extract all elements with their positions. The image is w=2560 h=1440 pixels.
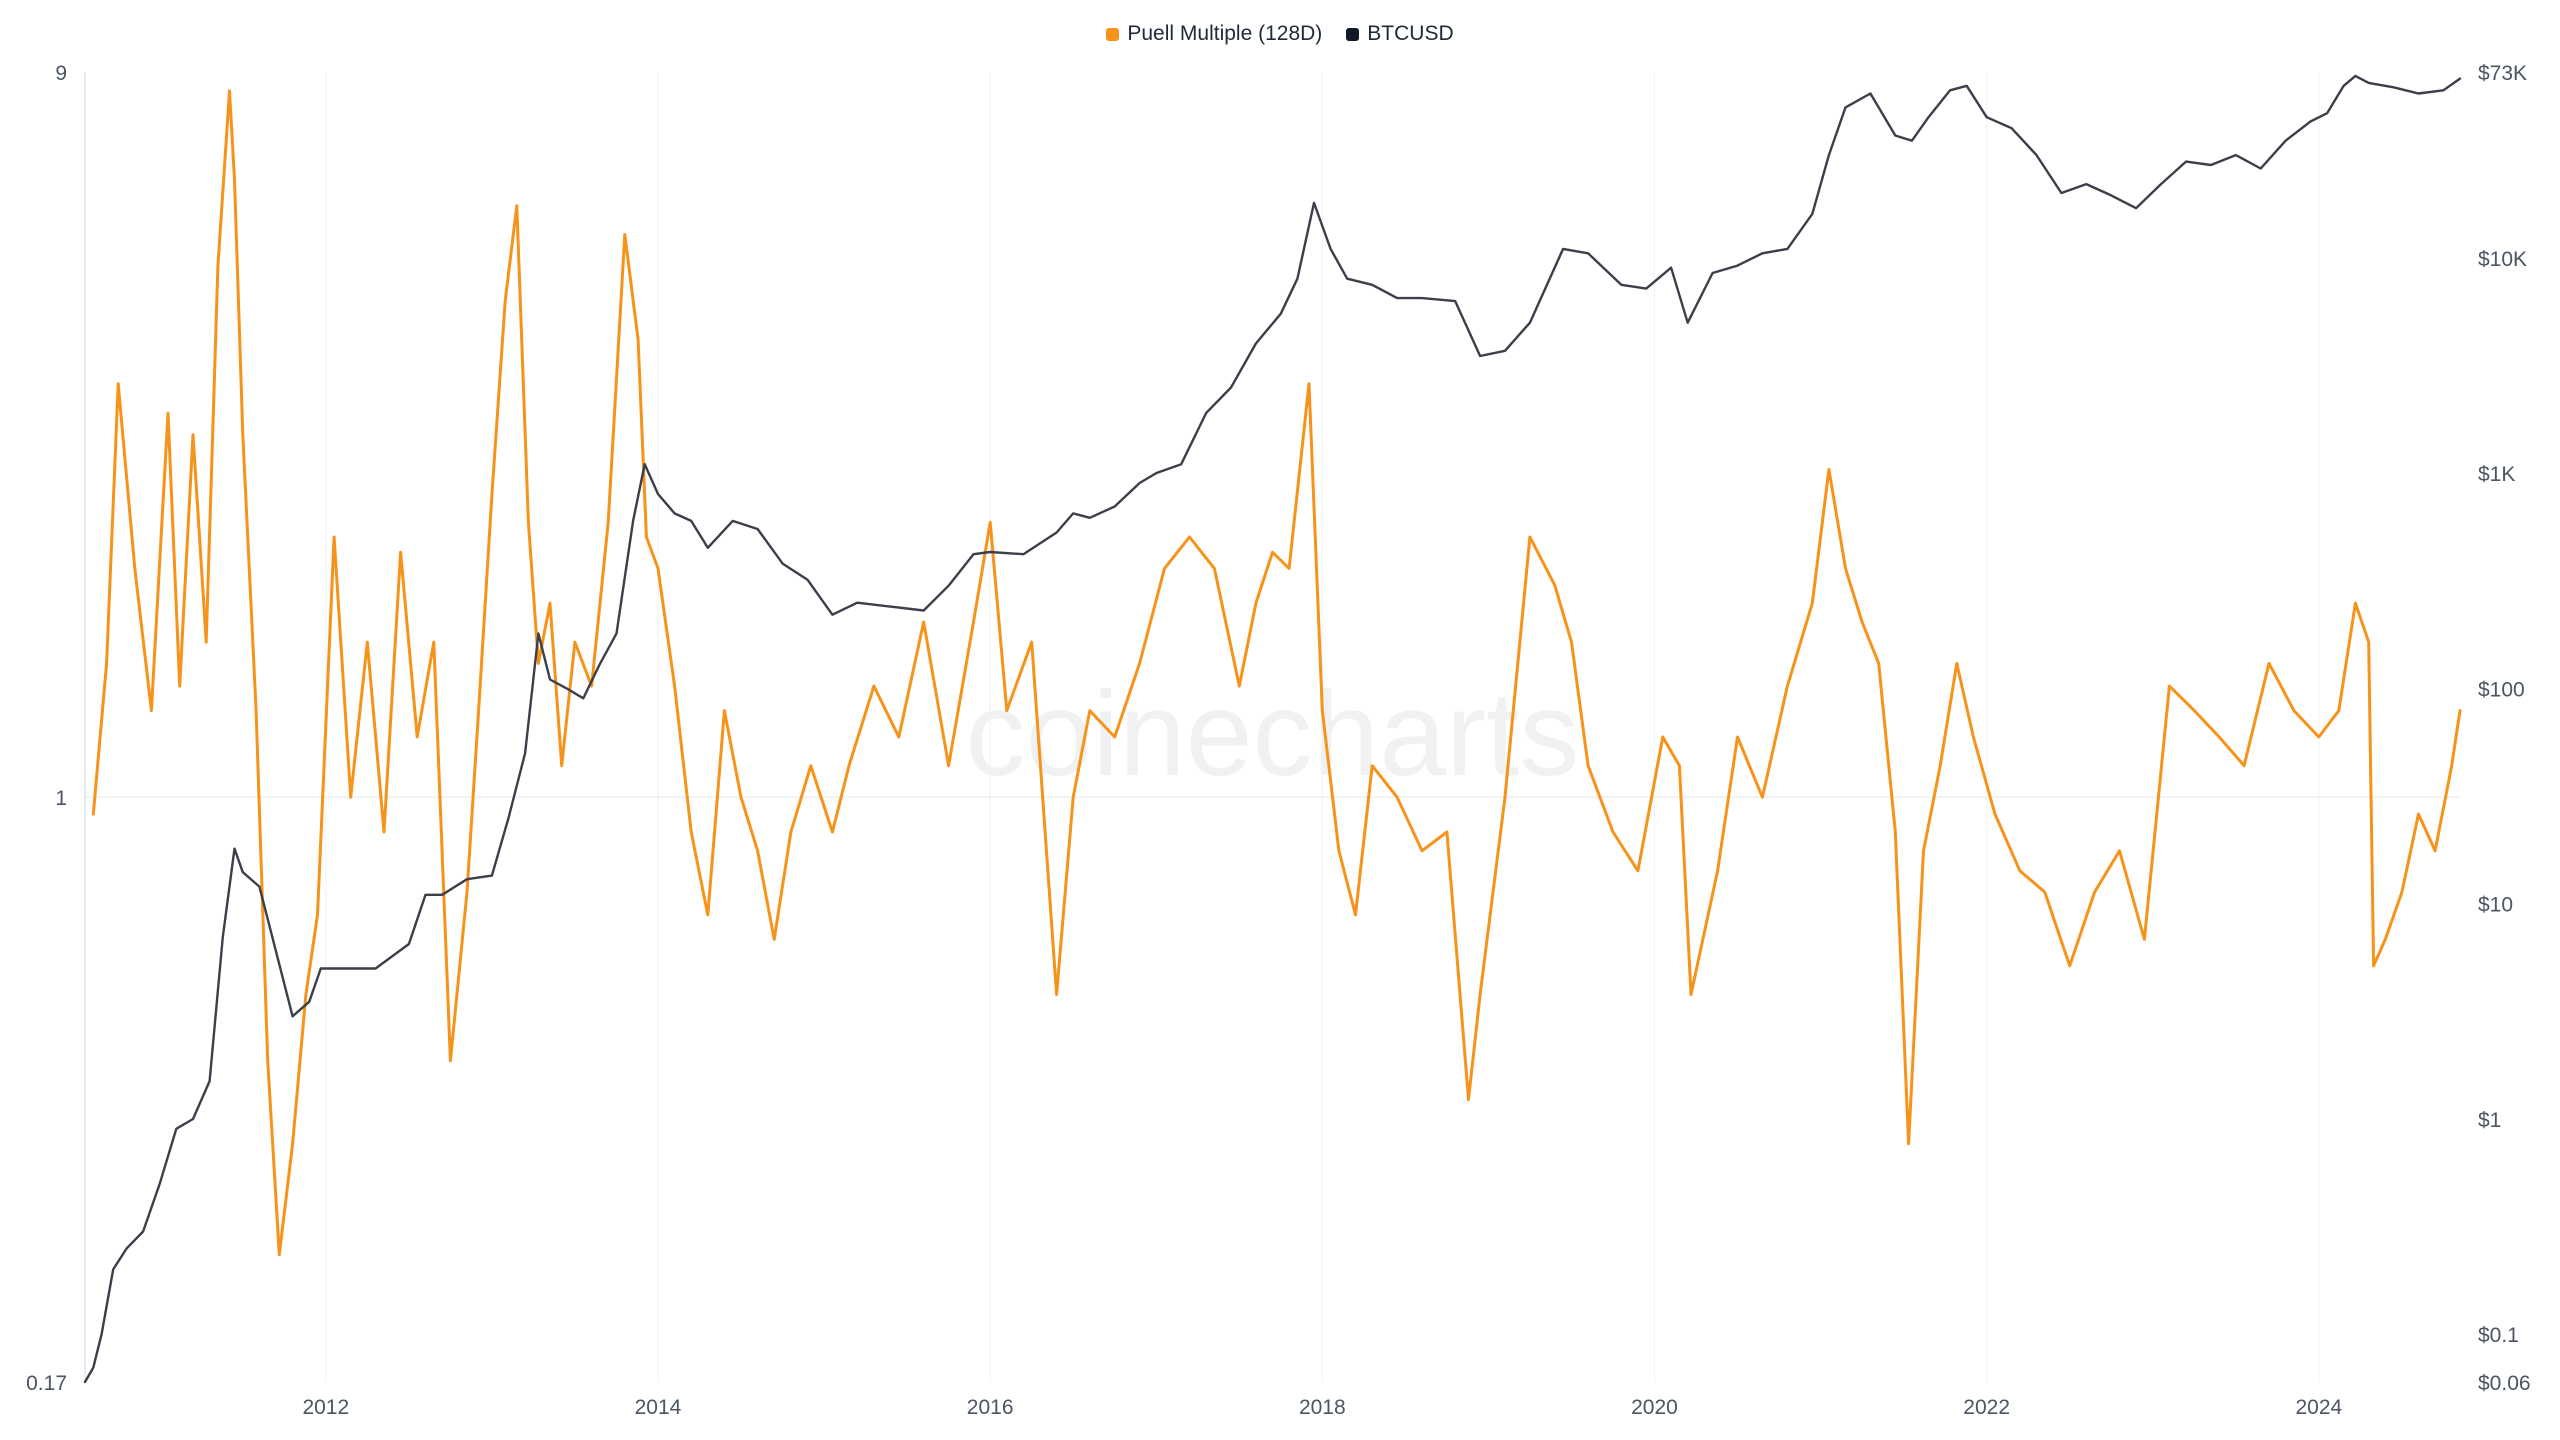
x-tick-label: 2012 bbox=[302, 1396, 349, 1419]
right-tick-label: $1 bbox=[2478, 1109, 2501, 1132]
legend-label-btcusd: BTCUSD bbox=[1367, 22, 1454, 45]
left-tick-label: 0.17 bbox=[26, 1372, 67, 1395]
x-tick-label: 2016 bbox=[967, 1396, 1014, 1419]
legend-item-btcusd[interactable]: BTCUSD bbox=[1346, 22, 1454, 46]
legend-label-puell-multiple: Puell Multiple (128D) bbox=[1127, 22, 1323, 45]
x-tick-label: 2018 bbox=[1299, 1396, 1346, 1419]
legend: Puell Multiple (128D) BTCUSD bbox=[0, 22, 2560, 46]
x-tick-label: 2022 bbox=[1963, 1396, 2010, 1419]
legend-item-puell-multiple[interactable]: Puell Multiple (128D) bbox=[1106, 22, 1322, 46]
left-tick-label: 1 bbox=[55, 787, 67, 810]
legend-swatch-puell-multiple bbox=[1106, 27, 1120, 41]
series-line-puell-multiple bbox=[91, 89, 2462, 1257]
x-tick-label: 2014 bbox=[635, 1396, 682, 1419]
watermark-text: coinecharts bbox=[966, 667, 1580, 801]
x-tick-label: 2020 bbox=[1631, 1396, 1678, 1419]
x-tick-label: 2024 bbox=[2295, 1396, 2342, 1419]
right-tick-label: $0.06 bbox=[2478, 1372, 2531, 1395]
series-line-btcusd bbox=[83, 74, 2462, 1384]
left-tick-label: 9 bbox=[55, 62, 67, 85]
right-tick-label: $0.1 bbox=[2478, 1324, 2519, 1347]
right-tick-label: $100 bbox=[2478, 678, 2525, 701]
right-tick-label: $10 bbox=[2478, 894, 2513, 917]
legend-swatch-btcusd bbox=[1346, 27, 1360, 41]
right-tick-label: $10K bbox=[2478, 248, 2527, 271]
right-tick-label: $73K bbox=[2478, 62, 2527, 85]
right-tick-label: $1K bbox=[2478, 463, 2515, 486]
